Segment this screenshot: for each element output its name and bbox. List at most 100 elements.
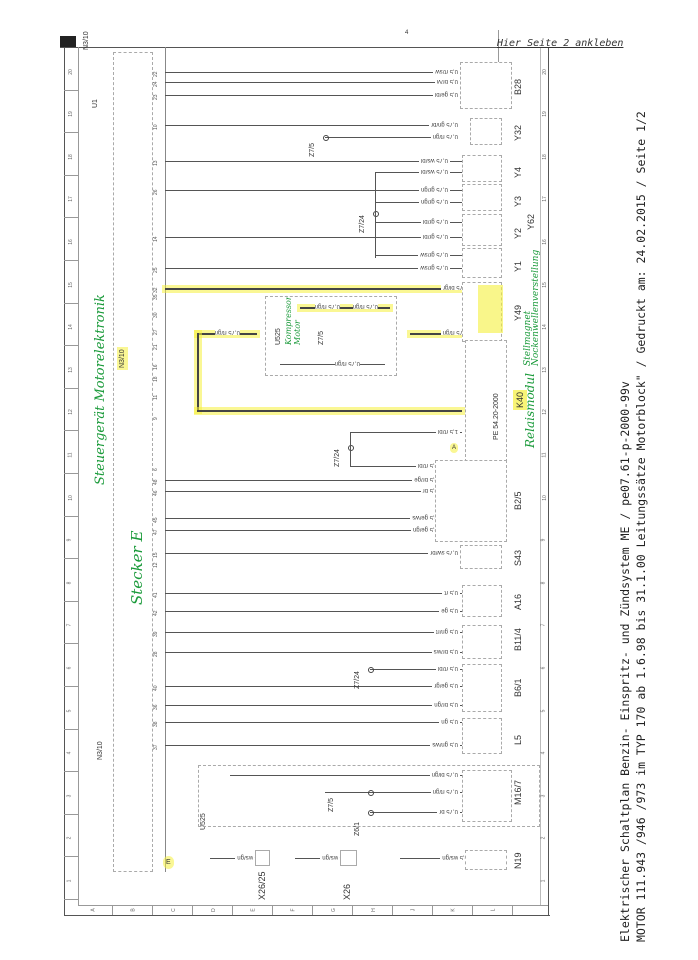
connector-pin: 16 (153, 364, 159, 370)
connector-e-bar (165, 47, 166, 872)
wire-label: 0,5 gn/rt (433, 628, 460, 634)
ecu-label: N3/10 (97, 741, 104, 760)
connector-pin: 14 (153, 236, 159, 242)
connector-pin: 10 (153, 124, 159, 130)
document-title-line2: MOTOR 111.943 /946 /973 im TYP 170 ab 1.… (634, 111, 648, 942)
grid-row-label: 10 (67, 494, 74, 501)
wire (165, 237, 462, 238)
splice-label: Z7/5 (328, 797, 335, 812)
frame-right-inner (540, 47, 541, 905)
component-y32 (470, 118, 502, 145)
k40-part-number: PE 54.20-2000 (493, 393, 500, 440)
connector-e-label: E (163, 856, 174, 869)
frame-right (548, 47, 549, 915)
grid-tick (64, 217, 78, 219)
grid-row-label-right: 6 (540, 666, 547, 670)
component-b28 (460, 62, 512, 109)
connector-pin: 11 (153, 394, 159, 400)
connector-pin: 27 (153, 329, 159, 335)
component-label: X26/25 (257, 871, 267, 900)
wire-label: 0,75 gn/br (428, 121, 460, 127)
splice-label: Z7/5 (309, 142, 316, 157)
grid-tick (432, 905, 433, 915)
wire-label: 0,75 ws/bl (418, 157, 450, 163)
wire (375, 172, 462, 173)
splice-label: Z7/24 (334, 449, 341, 467)
wire (165, 745, 462, 746)
u525-splice-label: Z7/5 (318, 330, 325, 345)
grid-row-label-right: 5 (540, 709, 547, 712)
wire (165, 593, 462, 594)
grid-row-label-right: 2 (540, 837, 547, 840)
component-label: Y4 (513, 166, 523, 178)
paste-note: Hier Seite 2 ankleben (497, 38, 624, 49)
grid-row-label: 9 (66, 538, 73, 542)
document-title-line1: Elektrischer Schaltplan Benzin- Einsprit… (618, 381, 632, 942)
wire (375, 202, 462, 203)
component-label: Y49 (513, 304, 523, 321)
component-m16-7 (462, 770, 512, 822)
grid-tick (272, 905, 273, 915)
wire (410, 333, 470, 335)
component-label: N19 (513, 852, 523, 869)
u525-wire-label: 0,75 rt/gn (314, 303, 340, 309)
wire (165, 190, 462, 191)
connector-pin: 26 (153, 189, 159, 195)
wire-label: 0,5 br/ws (431, 648, 460, 654)
grid-row-label: 19 (67, 111, 74, 117)
wire (295, 858, 340, 859)
component-label: Y1 (513, 260, 523, 272)
connector-pin: 36 (153, 704, 159, 710)
grid-row-label-right: 16 (541, 239, 548, 245)
top-stub (498, 30, 499, 70)
grid-col-label: G (330, 908, 337, 912)
connector-pin: 24 (153, 81, 159, 87)
connector-pin: 42 (153, 610, 159, 616)
grid-row-label-right: 3 (540, 794, 547, 798)
component-a16 (462, 585, 502, 617)
grid-row-label-right: 1 (540, 879, 547, 883)
u525-wire-label: 0,75 rt/gn (334, 360, 360, 366)
wire (370, 812, 462, 813)
grid-row-label-right: 14 (541, 324, 548, 330)
grid-row-label: 8 (66, 581, 73, 585)
connector-pin: 22 (153, 71, 159, 77)
wire-label: 0,5 br/gn (432, 701, 460, 707)
wire-label: 0,75 gr/gn (418, 198, 450, 204)
wire-label: 0,5 br/vi (434, 78, 460, 84)
splice-label: Z7/24 (354, 671, 361, 689)
connector-pin: 48 (153, 479, 159, 485)
component-n19 (465, 850, 507, 870)
grid-row-label: 11 (67, 452, 74, 458)
component-b6-1 (462, 664, 502, 712)
grid-tick (64, 473, 78, 474)
wire (165, 705, 462, 706)
grid-col-label: F (290, 908, 297, 912)
y49-highlight (478, 285, 503, 333)
grid-row-label: 14 (67, 324, 74, 330)
wire (350, 466, 440, 467)
component-label: A16 (513, 593, 523, 610)
annotation-ecu: Steuergerät Motorelektronik (93, 294, 108, 485)
component-label: B6/1 (513, 678, 523, 697)
wire-label: 0,75 gr/gn (418, 186, 450, 192)
wire (165, 632, 465, 633)
grid-row-label: 12 (67, 409, 74, 416)
component-b2-5 (435, 460, 507, 542)
grid-row-label-right: 15 (541, 281, 548, 288)
annotation-actuator: Stellmagnet Nockenwellenverstellung (523, 249, 541, 366)
grid-tick (192, 905, 193, 915)
u1-label: U1 (92, 99, 99, 108)
grid-row-label-right: 20 (541, 68, 548, 75)
grid-row-label-right: 17 (541, 196, 548, 203)
wire (165, 125, 460, 126)
wire (165, 95, 460, 96)
connector-pin: 6 (153, 468, 159, 471)
corner-label: N3/10 (83, 31, 90, 50)
wire (165, 268, 462, 269)
component-l5 (462, 718, 502, 754)
wire (165, 611, 462, 612)
wire (165, 72, 460, 73)
grid-tick (64, 174, 78, 176)
splice-point (368, 667, 374, 673)
